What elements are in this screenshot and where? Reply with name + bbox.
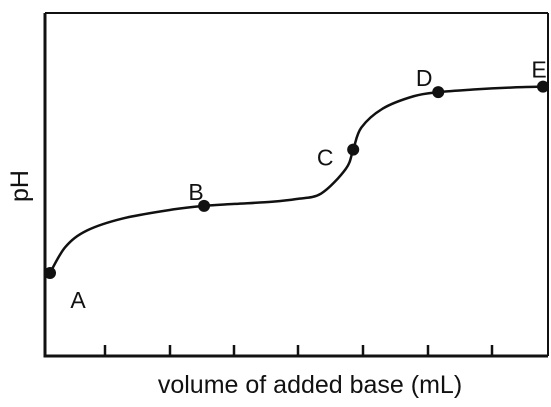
point-e-label: E — [531, 57, 546, 83]
x-axis-title: volume of added base (mL) — [158, 371, 462, 399]
point-a-label: A — [70, 287, 86, 313]
titration-curve — [48, 85, 545, 275]
point-d-label: D — [416, 65, 433, 91]
point-c-marker — [347, 143, 360, 156]
point-a-marker — [44, 266, 56, 279]
x-ticks — [103, 345, 494, 356]
point-labels-layer: A B C D E — [70, 57, 546, 313]
points-layer — [44, 80, 549, 279]
y-axis-title: pH — [6, 170, 34, 202]
point-d-marker — [432, 86, 445, 99]
point-b-label: B — [188, 179, 203, 205]
axes — [43, 12, 549, 358]
point-c-label: C — [317, 145, 334, 171]
point-e-marker — [537, 80, 549, 93]
curve-layer — [48, 85, 545, 275]
point-b-marker — [198, 199, 211, 212]
